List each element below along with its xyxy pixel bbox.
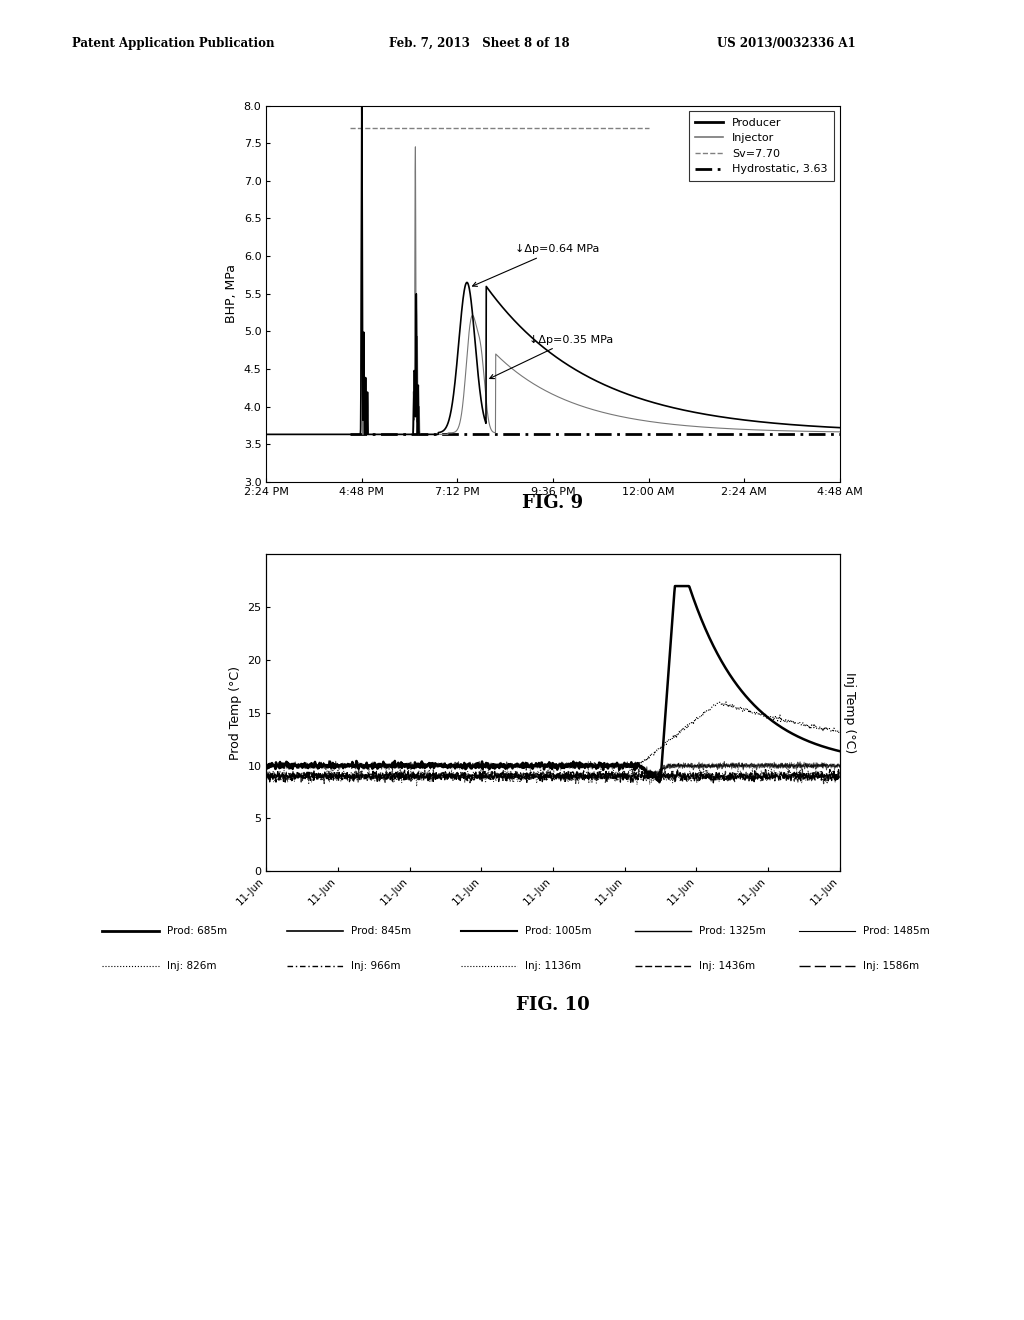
Producer (524, 329, 537, 345)
Sv=7.70 (369, 120, 381, 136)
Injector (355, 100, 368, 116)
Sv=7.70 (381, 120, 393, 136)
Producer (817, 418, 829, 434)
Sv=7.70 (582, 120, 594, 136)
Line: Injector: Injector (266, 108, 840, 434)
Sv=7.70 (454, 120, 466, 136)
Producer (712, 408, 724, 424)
Producer (355, 99, 368, 115)
Sv=7.70 (612, 120, 625, 136)
Sv=7.70 (563, 120, 575, 136)
Text: Inj: 1436m: Inj: 1436m (699, 961, 756, 972)
Sv=7.70 (569, 120, 582, 136)
Injector (817, 424, 829, 440)
Sv=7.70 (435, 120, 447, 136)
Text: ↓Δp=0.64 MPa: ↓Δp=0.64 MPa (472, 244, 599, 286)
Legend: Producer, Injector, Sv=7.70, Hydrostatic, 3.63: Producer, Injector, Sv=7.70, Hydrostatic… (688, 111, 835, 181)
Sv=7.70 (375, 120, 387, 136)
Sv=7.70 (472, 120, 484, 136)
Text: Inj: 826m: Inj: 826m (167, 961, 216, 972)
Sv=7.70 (490, 120, 503, 136)
Y-axis label: Inj Temp (°C): Inj Temp (°C) (844, 672, 856, 754)
Producer (834, 420, 846, 436)
Sv=7.70 (539, 120, 551, 136)
Sv=7.70 (520, 120, 532, 136)
Sv=7.70 (509, 120, 521, 136)
Sv=7.70 (406, 120, 418, 136)
Sv=7.70 (557, 120, 569, 136)
Text: FIG. 9: FIG. 9 (522, 494, 584, 512)
Sv=7.70 (618, 120, 631, 136)
Injector (817, 424, 829, 440)
Sv=7.70 (417, 120, 429, 136)
Text: Inj: 1136m: Inj: 1136m (525, 961, 582, 972)
Injector (834, 424, 846, 440)
Y-axis label: Prod Temp (°C): Prod Temp (°C) (228, 665, 242, 760)
Sv=7.70 (441, 120, 454, 136)
Hydrostatic, 3.63 (458, 426, 470, 442)
Sv=7.70 (594, 120, 606, 136)
Hydrostatic, 3.63 (596, 426, 608, 442)
Text: Inj: 1586m: Inj: 1586m (863, 961, 920, 972)
Sv=7.70 (429, 120, 441, 136)
Sv=7.70 (356, 120, 369, 136)
Sv=7.70 (575, 120, 588, 136)
Hydrostatic, 3.63 (834, 426, 846, 442)
Sv=7.70 (387, 120, 399, 136)
Injector (524, 374, 537, 389)
Text: Patent Application Publication: Patent Application Publication (72, 37, 274, 50)
Sv=7.70 (460, 120, 472, 136)
Hydrostatic, 3.63 (438, 426, 451, 442)
Sv=7.70 (526, 120, 539, 136)
Sv=7.70 (344, 120, 356, 136)
Hydrostatic, 3.63 (794, 426, 806, 442)
Sv=7.70 (484, 120, 497, 136)
Sv=7.70 (423, 120, 435, 136)
Hydrostatic, 3.63 (809, 426, 821, 442)
Sv=7.70 (551, 120, 563, 136)
Producer (290, 426, 302, 442)
Sv=7.70 (588, 120, 600, 136)
Sv=7.70 (393, 120, 406, 136)
Sv=7.70 (478, 120, 490, 136)
Hydrostatic, 3.63 (636, 426, 648, 442)
Sv=7.70 (412, 120, 424, 136)
Text: US 2013/0032336 A1: US 2013/0032336 A1 (717, 37, 855, 50)
Producer (540, 341, 552, 356)
Sv=7.70 (350, 120, 362, 136)
Producer (817, 418, 829, 434)
Producer (260, 426, 272, 442)
Sv=7.70 (545, 120, 557, 136)
Text: Feb. 7, 2013   Sheet 8 of 18: Feb. 7, 2013 Sheet 8 of 18 (389, 37, 569, 50)
Text: Prod: 685m: Prod: 685m (167, 925, 227, 936)
Sv=7.70 (600, 120, 612, 136)
Text: Prod: 1485m: Prod: 1485m (863, 925, 930, 936)
Sv=7.70 (515, 120, 527, 136)
Sv=7.70 (625, 120, 637, 136)
Text: FIG. 10: FIG. 10 (516, 995, 590, 1014)
Injector (712, 420, 724, 436)
Text: Inj: 966m: Inj: 966m (351, 961, 400, 972)
Sv=7.70 (642, 120, 654, 136)
Sv=7.70 (399, 120, 412, 136)
Injector (290, 426, 302, 442)
Hydrostatic, 3.63 (344, 426, 356, 442)
Text: Prod: 1005m: Prod: 1005m (525, 925, 592, 936)
Sv=7.70 (362, 120, 375, 136)
Injector (260, 426, 272, 442)
Text: ↓Δp=0.35 MPa: ↓Δp=0.35 MPa (489, 334, 613, 379)
Sv=7.70 (466, 120, 478, 136)
Sv=7.70 (503, 120, 515, 136)
Sv=7.70 (447, 120, 460, 136)
Text: Prod: 845m: Prod: 845m (351, 925, 412, 936)
Sv=7.70 (630, 120, 642, 136)
Sv=7.70 (636, 120, 648, 136)
Sv=7.70 (532, 120, 545, 136)
Sv=7.70 (497, 120, 509, 136)
Line: Producer: Producer (266, 107, 840, 434)
Y-axis label: BHP, MPa: BHP, MPa (225, 264, 238, 323)
Injector (540, 383, 552, 399)
Sv=7.70 (606, 120, 618, 136)
Text: Prod: 1325m: Prod: 1325m (699, 925, 766, 936)
